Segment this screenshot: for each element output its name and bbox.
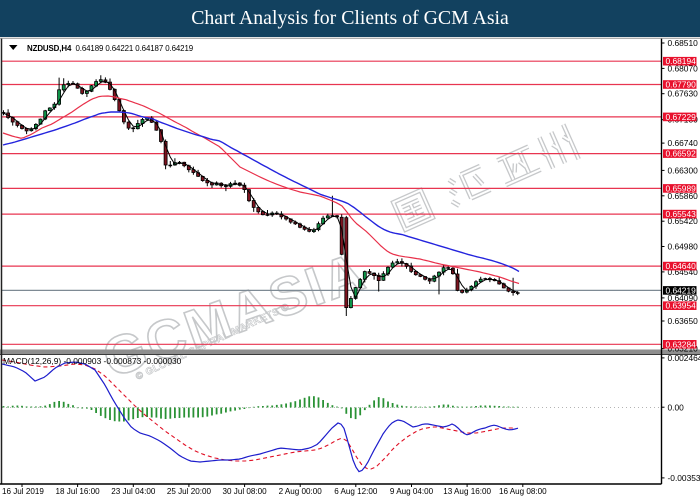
svg-text:0.002464: 0.002464: [668, 353, 700, 363]
svg-text:0.66592: 0.66592: [666, 149, 697, 159]
svg-text:0.65989: 0.65989: [666, 183, 697, 193]
svg-text:0.64219: 0.64219: [666, 286, 697, 296]
svg-text:0.67790: 0.67790: [666, 80, 697, 90]
svg-text:6 Aug 12:00: 6 Aug 12:00: [334, 487, 378, 496]
svg-text:0.68070: 0.68070: [668, 63, 699, 73]
svg-text:0.65860: 0.65860: [668, 191, 699, 201]
svg-text:9 Aug 04:00: 9 Aug 04:00: [390, 487, 434, 496]
svg-text:0.64090: 0.64090: [668, 293, 699, 303]
svg-text:0.63284: 0.63284: [666, 339, 697, 349]
svg-text:13 Aug 16:00: 13 Aug 16:00: [443, 487, 491, 496]
svg-text:25 Jul 20:00: 25 Jul 20:00: [167, 487, 212, 496]
svg-text:18 Jul 16:00: 18 Jul 16:00: [56, 487, 101, 496]
svg-text:0.66300: 0.66300: [668, 165, 699, 175]
svg-text:0.64640: 0.64640: [666, 261, 697, 271]
svg-text:NZDUSD,H4 0.64189 0.64221 0.6: NZDUSD,H4 0.64189 0.64221 0.64187 0.6421…: [27, 44, 194, 53]
svg-text:2 Aug 00:00: 2 Aug 00:00: [279, 487, 323, 496]
svg-text:0.68510: 0.68510: [668, 38, 699, 48]
svg-text:0.67229: 0.67229: [666, 112, 697, 122]
svg-text:0.65420: 0.65420: [668, 216, 699, 226]
svg-text:0.64980: 0.64980: [668, 242, 699, 252]
svg-text:0.66740: 0.66740: [668, 138, 699, 148]
svg-text:0.67630: 0.67630: [668, 89, 699, 99]
svg-text:16 Aug 08:00: 16 Aug 08:00: [499, 487, 547, 496]
svg-text:0.68194: 0.68194: [666, 56, 697, 66]
svg-text:-0.003535: -0.003535: [668, 473, 700, 483]
svg-text:23 Jul 04:00: 23 Jul 04:00: [111, 487, 156, 496]
svg-text:0.63650: 0.63650: [668, 316, 699, 326]
svg-text:0.63954: 0.63954: [666, 301, 697, 311]
svg-text:GCMASIA: GCMASIA: [95, 241, 374, 389]
svg-text:16 Jul 2019: 16 Jul 2019: [2, 487, 44, 496]
svg-text:30 Jul 08:00: 30 Jul 08:00: [223, 487, 268, 496]
svg-text:MACD(12,26,9) -0.000903 -0.000: MACD(12,26,9) -0.000903 -0.000873 -0.000…: [3, 356, 182, 366]
svg-text:0.00: 0.00: [668, 402, 685, 412]
svg-text:0.65543: 0.65543: [666, 209, 697, 219]
svg-text:0.64540: 0.64540: [668, 267, 699, 277]
